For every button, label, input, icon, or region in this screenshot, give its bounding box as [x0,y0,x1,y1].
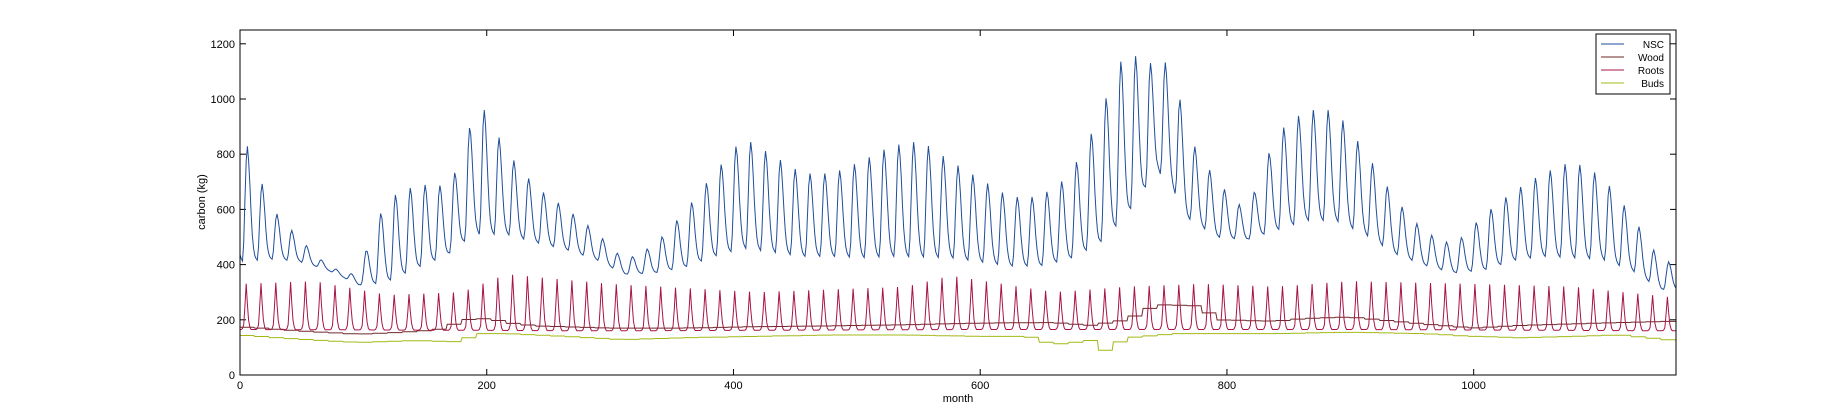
x-axis-label: month [943,393,974,405]
y-tick-label: 600 [217,204,235,216]
x-tick-label: 400 [724,380,742,392]
series-line-buds [240,331,1677,351]
plot-area [240,30,1676,375]
series-line-wood [240,304,1677,335]
x-tick-label: 0 [237,380,243,392]
legend-label-buds: Buds [1641,79,1664,90]
x-axis-ticks: 0 200 400 600 800 1000 [237,30,1486,392]
legend: NSC Wood Roots Buds [1595,33,1671,95]
y-tick-label: 400 [217,260,235,272]
legend-label-roots: Roots [1638,66,1664,77]
legend-label-wood: Wood [1638,53,1664,64]
x-tick-label: 800 [1218,380,1236,392]
y-tick-label: 0 [229,370,235,382]
y-tick-label: 1000 [211,94,235,106]
y-tick-label: 800 [217,149,235,161]
legend-label-nsc: NSC [1643,40,1664,51]
series-lines [239,56,1677,351]
y-axis-ticks: 0 200 400 600 800 1000 1200 [211,39,1676,382]
plot-frame [239,29,1677,376]
x-tick-label: 1000 [1461,380,1485,392]
x-tick-label: 600 [971,380,989,392]
x-tick-label: 200 [478,380,496,392]
y-tick-label: 200 [217,315,235,327]
y-tick-label: 1200 [211,39,235,51]
y-axis-label: carbon (kg) [196,174,208,230]
series-line-roots [240,274,1676,332]
series-line-nsc [239,56,1677,291]
